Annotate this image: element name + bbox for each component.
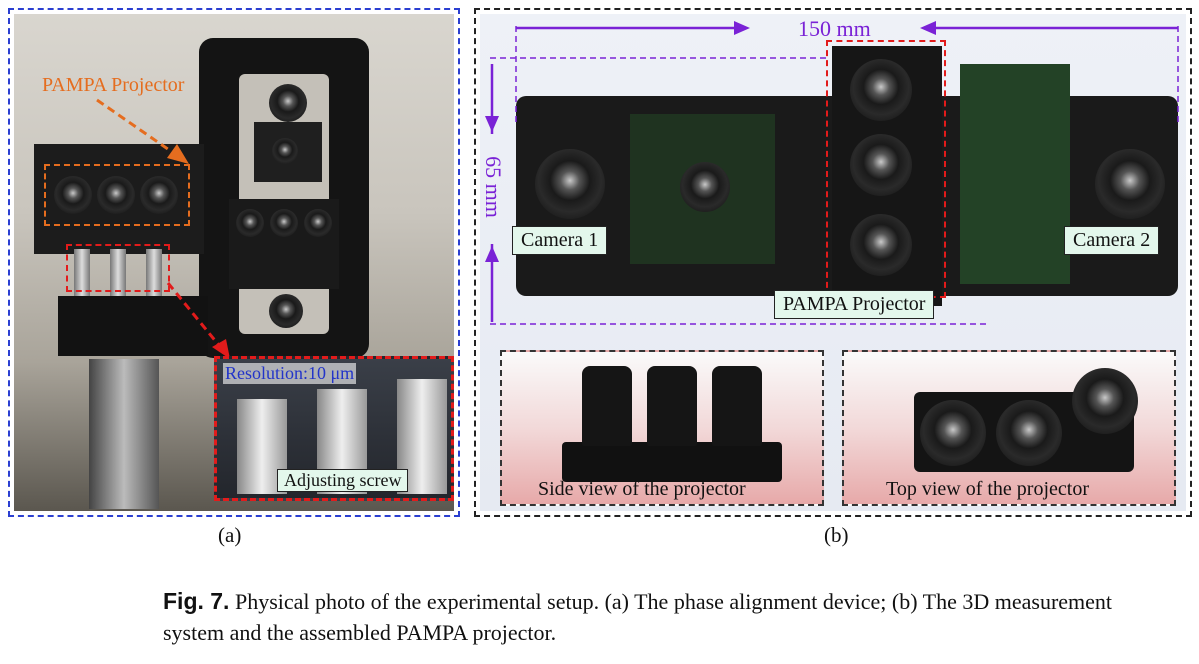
- driver-board: [58, 296, 208, 356]
- lens-icon: [236, 209, 264, 237]
- side-view-label: Side view of the projector: [538, 478, 746, 500]
- resolution-label: Resolution:10 μm: [223, 363, 357, 384]
- panel-b: 150 mm 65 mm Camera 1 Camera 2 PAMPA Pro…: [474, 8, 1192, 517]
- projector-pcb: [960, 64, 1070, 284]
- height-dimension-label: 65 mm: [480, 156, 506, 218]
- figure-caption-text: Physical photo of the experimental setup…: [163, 589, 1113, 645]
- projector-label: PAMPA Projector: [774, 290, 935, 319]
- dimension-lines: [485, 21, 1179, 325]
- projector-label: PAMPA Projector: [42, 74, 185, 96]
- figure-number: Fig. 7.: [163, 588, 230, 614]
- lens-icon: [272, 138, 298, 164]
- lens-icon: [54, 176, 92, 214]
- lens-icon: [850, 134, 912, 196]
- screw: [74, 249, 90, 299]
- lens-icon: [920, 400, 986, 466]
- lens-icon: [1095, 149, 1165, 219]
- measurement-system-photo: 150 mm 65 mm Camera 1 Camera 2 PAMPA Pro…: [480, 14, 1186, 511]
- projector-lens-barrel: [712, 366, 762, 446]
- lens-icon: [270, 209, 298, 237]
- lens-icon: [850, 59, 912, 121]
- screw: [110, 249, 126, 299]
- lens-icon: [1072, 368, 1138, 434]
- panel-a-caption: (a): [218, 523, 242, 547]
- lens-icon: [535, 149, 605, 219]
- lens-icon: [996, 400, 1062, 466]
- lens-icon: [269, 84, 307, 122]
- screw: [146, 249, 162, 299]
- arrow-icon: [96, 98, 189, 164]
- camera-1-label: Camera 1: [512, 226, 608, 255]
- width-dimension-label: 150 mm: [798, 16, 871, 41]
- top-view-inset: Top view of the projector: [842, 350, 1176, 506]
- lens-icon: [304, 209, 332, 237]
- screw-inset: Resolution:10 μm Adjusting screw: [214, 356, 454, 501]
- lens-icon: [850, 214, 912, 276]
- lens-icon: [140, 176, 178, 214]
- camera-2-label: Camera 2: [1064, 226, 1160, 255]
- lens-icon: [269, 294, 303, 328]
- adjusting-screw-label: Adjusting screw: [277, 469, 409, 492]
- panel-b-caption: (b): [824, 523, 849, 547]
- figure-caption: Fig. 7. Physical photo of the experiment…: [163, 586, 1143, 648]
- stand-post: [89, 359, 159, 509]
- top-view-label: Top view of the projector: [886, 478, 1089, 500]
- lens-icon: [680, 162, 730, 212]
- projector-lens-barrel: [582, 366, 632, 446]
- alignment-device-photo: PAMPA Projector: [14, 14, 454, 511]
- screw-highlight: [66, 244, 170, 292]
- projector-highlight: [44, 164, 190, 226]
- projector-base: [562, 442, 782, 482]
- arrow-icon: [166, 282, 230, 359]
- lens-icon: [97, 176, 135, 214]
- side-view-inset: Side view of the projector: [500, 350, 824, 506]
- projector-lens-barrel: [647, 366, 697, 446]
- panel-a: PAMPA Projector Resolution:10 μm Adjusti…: [8, 8, 460, 517]
